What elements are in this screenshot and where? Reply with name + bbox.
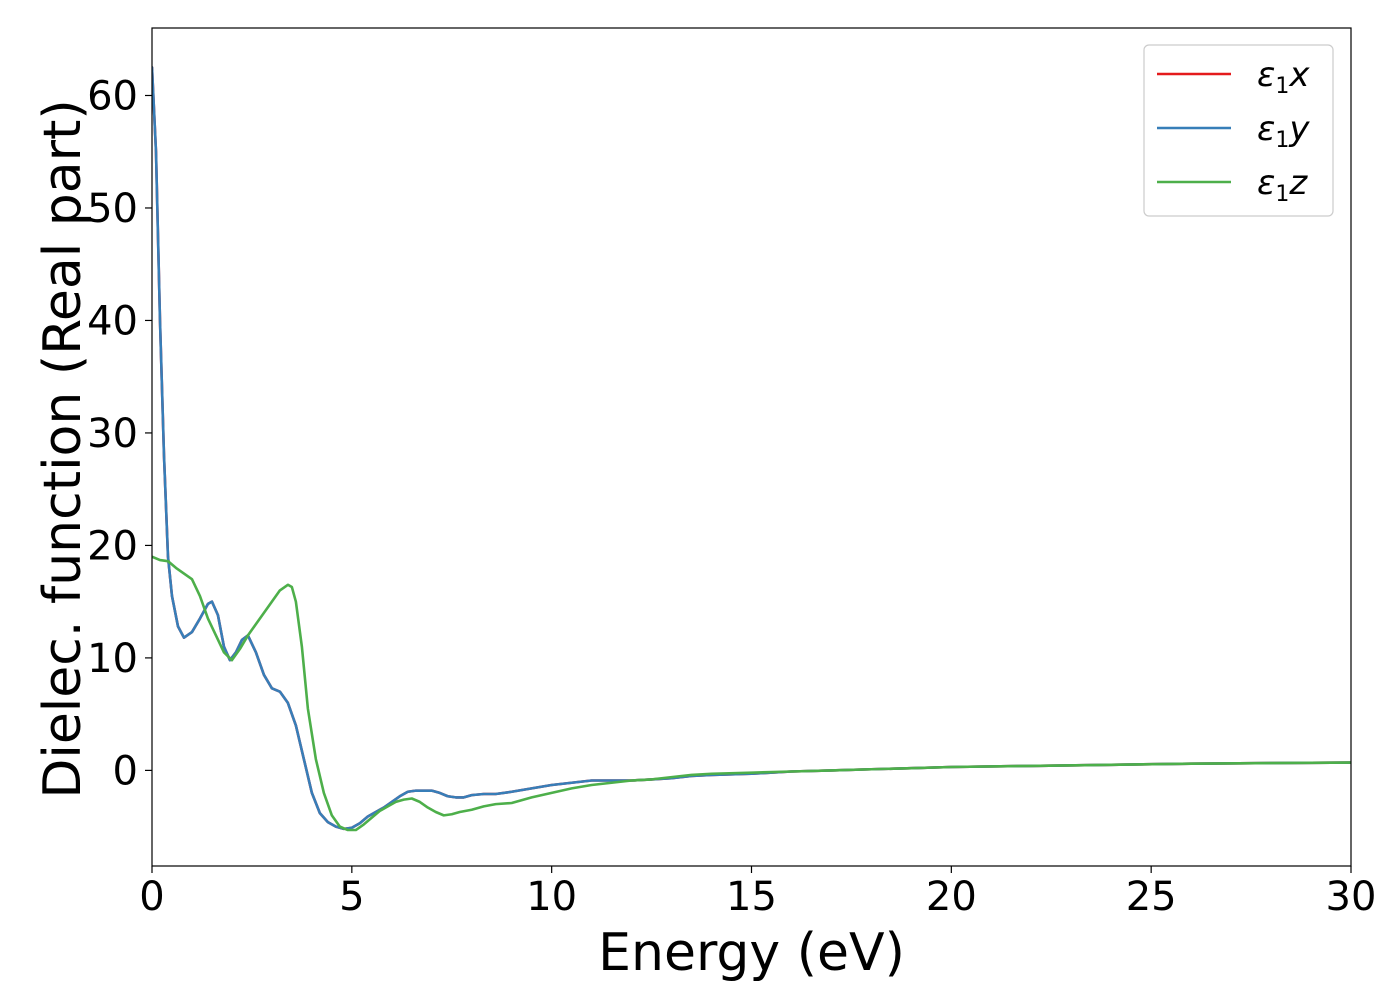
- x-tick-label: 25: [1126, 874, 1177, 920]
- y-axis-ticks: 0 10 20 30 40 50 60: [87, 73, 152, 794]
- x-axis-label: Energy (eV): [598, 923, 905, 983]
- legend-box: [1143, 44, 1334, 217]
- y-tick-label: 50: [87, 186, 138, 232]
- x-tick-label: 10: [526, 874, 577, 920]
- series-layer: [152, 66, 1351, 832]
- y-tick-label: 60: [87, 73, 138, 119]
- legend-label-y: ε1y: [1257, 109, 1310, 153]
- x-tick-label: 30: [1326, 874, 1377, 920]
- y-tick-label: 30: [87, 411, 138, 457]
- y-tick-label: 40: [87, 298, 138, 344]
- x-axis-ticks: 0 5 10 15 20 25 30: [139, 866, 1376, 920]
- legend: ε1x ε1y ε1z: [1143, 44, 1334, 217]
- y-tick-label: 10: [87, 636, 138, 682]
- y-tick-label: 20: [87, 523, 138, 569]
- y-axis-label: Dielec. function (Real part): [33, 99, 93, 798]
- x-tick-label: 0: [139, 874, 164, 920]
- legend-label-z: ε1z: [1257, 163, 1308, 207]
- y-tick-label: 0: [113, 748, 138, 794]
- x-tick-label: 20: [926, 874, 977, 920]
- legend-label-x: ε1x: [1257, 55, 1310, 99]
- x-tick-label: 15: [726, 874, 777, 920]
- series-line-z: [152, 555, 1351, 832]
- x-tick-label: 5: [339, 874, 364, 920]
